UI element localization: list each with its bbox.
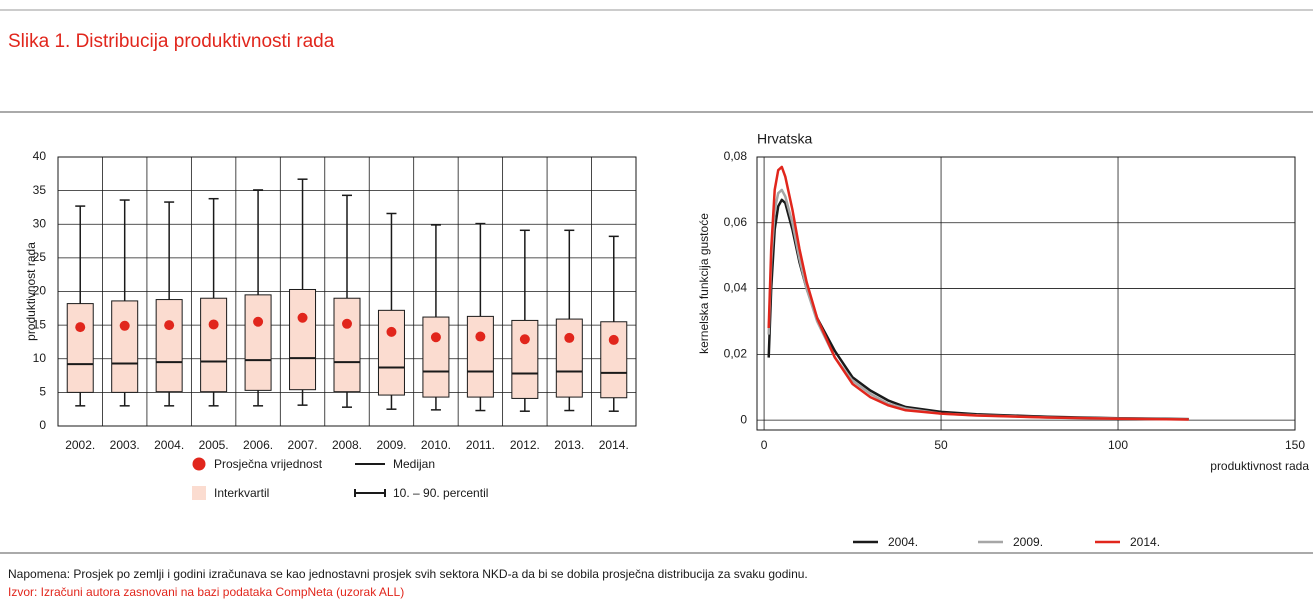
y-tick-label: 0,06 [724,215,748,229]
x-tick-label: 2003. [110,438,140,452]
legend-label: 2009. [1013,535,1043,549]
box [155,299,183,393]
y-tick-label: 0 [39,418,46,432]
x-tick-label: 0 [761,438,768,452]
y-tick-label: 20 [33,284,47,298]
y-axis-label: kernelska funkcija gustoće [697,213,711,354]
mean [297,312,308,323]
y-tick-label: 35 [33,183,47,197]
mean [519,334,530,345]
mean [208,319,219,330]
x-tick-label: 2012. [510,438,540,452]
x-tick-label: 2007. [288,438,318,452]
x-tick-label: 2008. [332,438,362,452]
mean [430,332,441,343]
mean [564,332,575,343]
mean [342,318,352,329]
y-tick-label: 5 [39,385,46,399]
x-tick-label: 2006. [243,438,273,452]
y-tick-label: 25 [33,250,47,264]
density-line [767,165,1189,421]
y-tick-label: 10 [33,351,47,365]
x-tick-label: 2011. [466,438,495,452]
x-tick-label: 2002. [65,438,95,452]
y-tick-label: 0,08 [724,149,748,163]
box [289,288,317,391]
box [555,318,583,398]
legend-label: Medijan [393,457,435,471]
y-tick-label: 30 [33,216,47,230]
chart-title: Hrvatska [757,131,812,147]
x-tick-label: 2004. [154,438,184,452]
mean [608,334,619,345]
plot-frame [57,156,637,427]
x-tick-label: 150 [1285,438,1305,452]
box [333,297,361,393]
mean [386,326,397,337]
x-tick-label: 2014. [599,438,629,452]
x-tick-label: 2013. [554,438,584,452]
box [377,309,405,396]
plot-frame [756,156,1296,431]
x-tick-label: 2005. [199,438,229,452]
x-tick-label: 2009. [376,438,406,452]
density-line [767,188,1189,421]
figure-title: Slika 1. Distribucija produktivnosti rad… [8,31,335,52]
legend-swatch [192,486,206,500]
box [111,300,139,393]
x-tick-label: 100 [1108,438,1128,452]
legend-label: 2014. [1130,535,1160,549]
box [244,294,272,391]
x-axis-label: produktivnost rada [1210,459,1309,473]
box [466,315,494,398]
density-line [767,198,1189,421]
mean [253,316,264,327]
box [66,303,94,393]
legend-label: 2004. [888,535,918,549]
mean [75,322,86,333]
box [511,319,539,399]
box [200,297,228,393]
legend-label: Prosječna vrijednost [214,457,323,471]
y-tick-label: 0 [740,412,747,426]
x-tick-label: 50 [934,438,948,452]
y-tick-label: 40 [33,149,47,163]
y-axis-label: produktivnost rada [24,242,38,341]
note: Napomena: Prosjek po zemlji i godini izr… [8,567,808,581]
legend-swatch [192,457,206,471]
box [600,321,628,399]
mean [119,320,130,331]
box [422,316,450,398]
source: Izvor: Izračuni autora zasnovani na bazi… [8,585,404,599]
legend-label: 10. – 90. percentil [393,486,488,500]
legend-label: Interkvartil [214,486,269,500]
mean [164,320,175,331]
y-tick-label: 15 [33,317,47,331]
x-tick-label: 2010. [421,438,451,452]
y-tick-label: 0,04 [724,281,748,295]
y-tick-label: 0,02 [724,347,748,361]
mean [475,331,486,342]
